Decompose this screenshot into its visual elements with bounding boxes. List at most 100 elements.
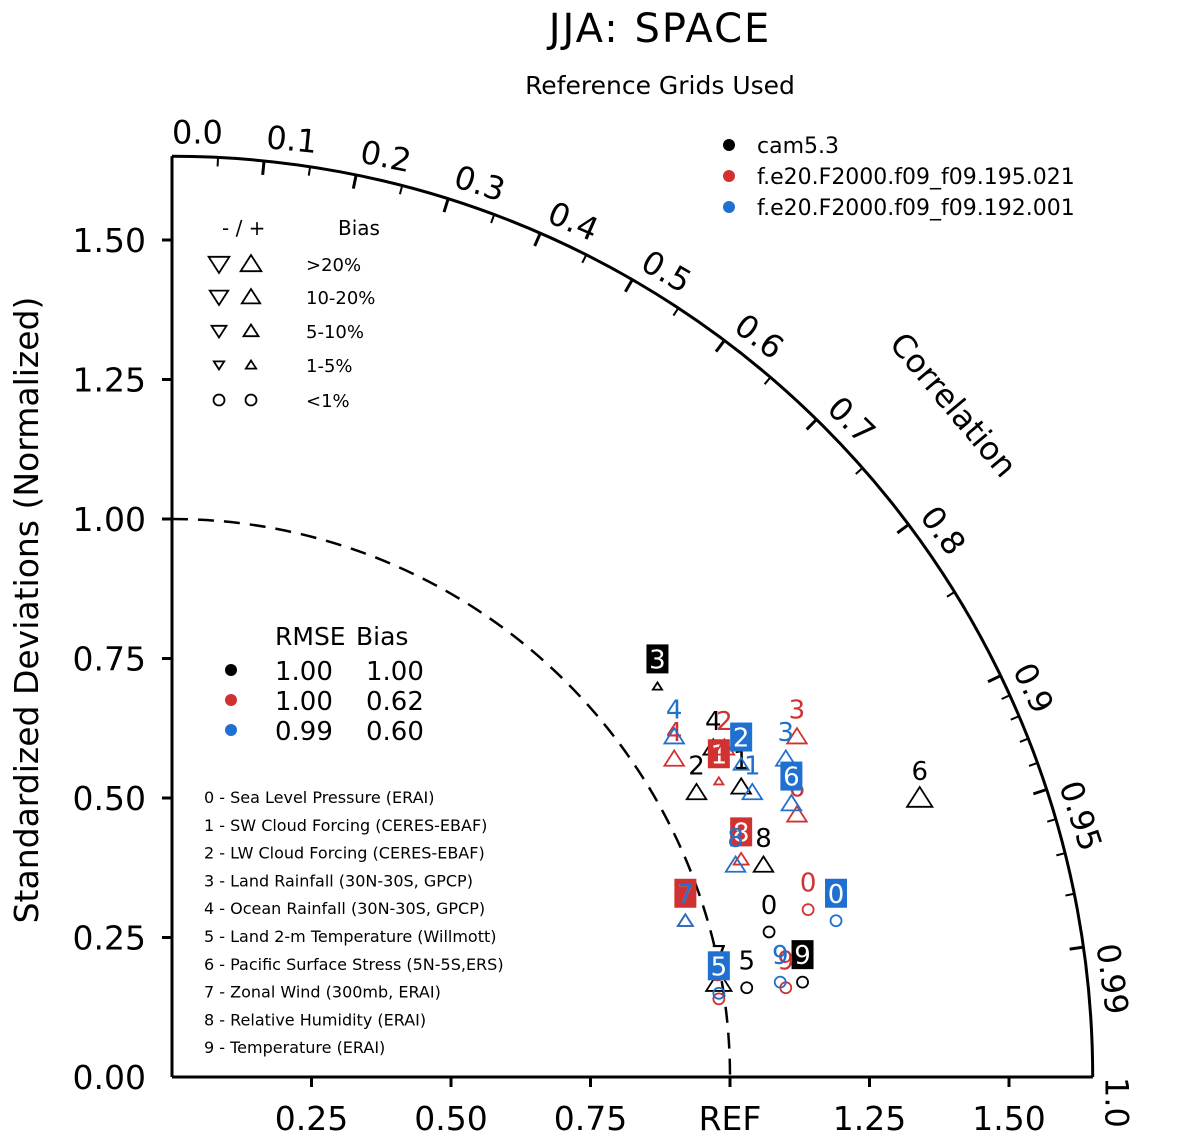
point-label: 2 bbox=[716, 707, 733, 737]
point-label: 7 bbox=[677, 880, 694, 910]
point-marker-triangle bbox=[785, 804, 809, 823]
corr-tick-label: 0.1 bbox=[265, 118, 319, 161]
y-axis-label: Standardized Deviations (Normalized) bbox=[7, 297, 46, 924]
corr-tick-label: 0.99 bbox=[1088, 941, 1136, 1017]
data-point-6: 6 bbox=[779, 761, 803, 812]
rmse-row-swatch bbox=[225, 694, 237, 706]
corr-tick bbox=[261, 160, 266, 175]
corr-tick-label: 0.95 bbox=[1051, 776, 1109, 856]
reference-arc bbox=[171, 517, 732, 1078]
variable-list: 0 - Sea Level Pressure (ERAI) 1 - SW Clou… bbox=[204, 788, 504, 1057]
point-marker-triangle bbox=[732, 756, 751, 771]
variable-label: 5 - Land 2-m Temperature (Willmott) bbox=[204, 927, 497, 946]
bias-key-down-triangle bbox=[207, 255, 231, 275]
data-point-2: 2 bbox=[730, 722, 753, 771]
legend-label: f.e20.F2000.f09_f09.192.001 bbox=[757, 196, 1075, 221]
corr-tick bbox=[1069, 945, 1084, 951]
rmse-row-swatch bbox=[225, 724, 237, 736]
bias-key-header: Bias bbox=[338, 216, 380, 240]
point-marker-circle bbox=[796, 975, 809, 989]
corr-tick bbox=[896, 523, 910, 535]
corr-tick bbox=[1032, 788, 1048, 796]
point-marker-triangle bbox=[785, 726, 809, 745]
point-marker-triangle bbox=[676, 912, 695, 927]
axes: 0.25 0.50 0.75 REF 1.25 1.500.000.250.500.751… bbox=[73, 154, 1095, 1135]
point-label: 5 bbox=[711, 952, 728, 982]
corr-minor-tick bbox=[398, 185, 404, 195]
bias-key-label: >20% bbox=[306, 255, 361, 276]
point-label: 9 bbox=[778, 947, 795, 977]
bias-key-sign-header: - / + bbox=[222, 216, 265, 240]
point-label: 9 bbox=[772, 941, 789, 971]
corr-tick bbox=[987, 674, 1002, 684]
point-label: 9 bbox=[794, 941, 811, 971]
corr-minor-tick bbox=[1056, 852, 1066, 857]
y-tick-label: 0.50 bbox=[73, 779, 146, 818]
data-point-2: 2 bbox=[713, 707, 736, 756]
point-marker-circle bbox=[773, 975, 787, 989]
bias-value: 0.60 bbox=[366, 717, 424, 747]
point-marker-circle bbox=[740, 981, 754, 995]
point-label-box bbox=[791, 940, 814, 970]
chart-subtitle: Reference Grids Used bbox=[525, 71, 795, 100]
bias-key-down-triangle bbox=[208, 289, 230, 307]
bias-key-down-triangle bbox=[209, 324, 229, 340]
data-point-8: 8 bbox=[752, 824, 775, 873]
corr-tick bbox=[442, 198, 450, 213]
point-marker-triangle bbox=[685, 782, 708, 801]
corr-tick-label: 0.2 bbox=[357, 133, 414, 180]
point-label: 4 bbox=[666, 718, 683, 748]
point-label: 3 bbox=[789, 696, 806, 726]
data-point-8: 8 bbox=[724, 824, 747, 873]
x-tick-label: 1.50 bbox=[972, 1099, 1045, 1135]
data-point-0: 0 bbox=[800, 869, 816, 916]
bias-value: 1.00 bbox=[366, 657, 424, 687]
bias-key-up-triangle bbox=[244, 358, 258, 370]
rmse-value: 1.00 bbox=[275, 657, 333, 687]
corr-minor-tick bbox=[1028, 761, 1038, 767]
data-point-3: 3 bbox=[785, 696, 809, 745]
bias-key-down-triangle bbox=[212, 360, 226, 372]
point-label: 4 bbox=[666, 696, 683, 726]
data-point-7: 7 bbox=[676, 880, 695, 927]
corr-tick-label: 0.0 bbox=[172, 113, 223, 151]
data-point-6: 6 bbox=[905, 757, 935, 808]
y-tick-label: 0.75 bbox=[73, 640, 146, 679]
data-point-1: 1 bbox=[707, 739, 730, 786]
corr-tick-label: 0.4 bbox=[542, 194, 604, 249]
point-marker-circle bbox=[829, 914, 843, 928]
point-marker-triangle bbox=[676, 912, 695, 927]
point-label: 4 bbox=[705, 707, 722, 737]
point-marker-circle bbox=[762, 925, 776, 939]
data-points: 012345678901234567890123456789 bbox=[646, 644, 935, 1006]
corr-tick-label: 0.5 bbox=[635, 242, 698, 300]
corr-minor-tick bbox=[1065, 892, 1075, 897]
point-marker-triangle bbox=[732, 851, 751, 866]
corr-tick bbox=[533, 232, 542, 247]
rmse-header: RMSE bbox=[275, 622, 346, 651]
data-point-9: 9 bbox=[791, 940, 814, 989]
point-label: 8 bbox=[733, 818, 750, 848]
data-point-5: 5 bbox=[738, 947, 755, 995]
point-label: 1 bbox=[744, 751, 761, 781]
point-label-box bbox=[674, 878, 697, 908]
data-point-2: 2 bbox=[685, 751, 708, 801]
variable-label: 4 - Ocean Rainfall (30N-30S, GPCP) bbox=[204, 899, 485, 918]
y-tick-label: 0.00 bbox=[73, 1058, 146, 1097]
variable-label: 2 - LW Cloud Forcing (CERES-EBAF) bbox=[204, 844, 485, 863]
data-point-3: 3 bbox=[646, 644, 669, 691]
point-label: 7 bbox=[677, 880, 694, 910]
corr-minor-tick bbox=[490, 214, 496, 224]
point-marker-triangle bbox=[740, 782, 764, 801]
data-point-0: 0 bbox=[761, 891, 777, 939]
point-marker-circle bbox=[712, 986, 726, 1000]
corr-tick-label: 1.0 bbox=[1098, 1077, 1136, 1128]
x-tick-label: 0.75 bbox=[554, 1099, 627, 1135]
point-marker-triangle bbox=[713, 737, 736, 756]
legend-label: f.e20.F2000.f09_f09.195.021 bbox=[757, 165, 1075, 190]
point-label: 6 bbox=[911, 757, 928, 787]
data-point-0: 0 bbox=[825, 878, 848, 928]
bias-key-label: <1% bbox=[306, 391, 350, 412]
y-tick-label: 0.25 bbox=[73, 919, 146, 958]
